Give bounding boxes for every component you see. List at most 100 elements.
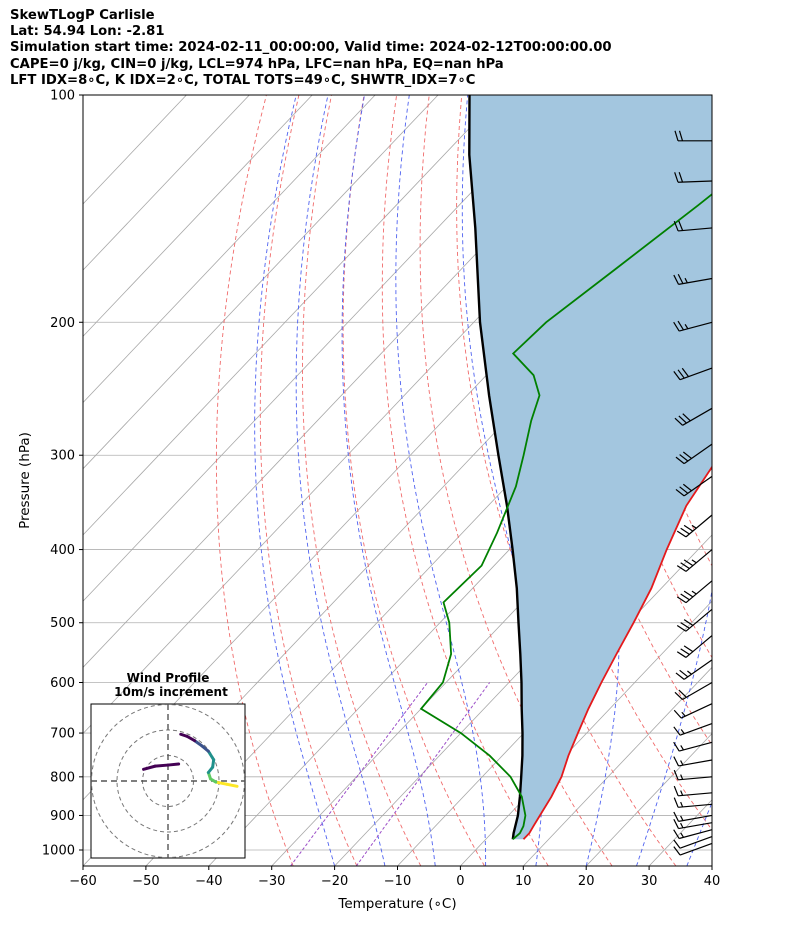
hodograph-title: Wind Profile: [127, 671, 210, 685]
isotherm-line: [397, 534, 712, 866]
dry-adiabat: [302, 95, 422, 866]
barb-staff: [679, 836, 713, 849]
hodograph-segment: [206, 749, 216, 762]
dewpoint-line: [419, 193, 712, 840]
y-tick-label: 400: [50, 543, 75, 558]
barb-feather: [683, 559, 694, 567]
barb-feather: [677, 320, 685, 331]
barb-feather: [673, 811, 680, 822]
wind-barb: [673, 818, 713, 830]
wind-barb: [673, 722, 713, 736]
moist-adiabat: [341, 95, 436, 866]
barb-half-feather: [680, 745, 685, 751]
x-tick-label: −50: [132, 874, 159, 889]
barb-staff: [683, 475, 713, 497]
barb-feather: [673, 797, 679, 808]
barb-feather: [679, 669, 689, 678]
chart-title: SkewTLogP Carlisle: [10, 8, 155, 23]
barb-half-feather: [680, 729, 685, 734]
axes: −60 −50 −40 −30 −20 −10 0 10 20 30 40 100 200 300 400 5…: [17, 89, 720, 913]
barb-feather: [683, 524, 694, 532]
y-axis-label: Pressure (hPa): [17, 432, 33, 529]
barb-feather: [674, 172, 679, 183]
barb-feather: [673, 846, 681, 856]
wind-barb: [673, 320, 713, 332]
barb-half-feather: [691, 590, 697, 595]
isotherm-line: [83, 95, 565, 602]
x-tick-label: 20: [578, 874, 595, 889]
y-tick-label: 500: [50, 616, 75, 631]
barb-staff: [683, 443, 713, 465]
barb-staff: [678, 803, 713, 808]
barb-feather: [674, 130, 679, 141]
barb-feather: [681, 367, 689, 378]
hodograph-segment: [179, 732, 189, 738]
barb-feather: [677, 369, 685, 379]
wind-barb: [676, 514, 713, 538]
y-tick-label: 600: [50, 676, 75, 691]
barb-feather: [679, 454, 689, 462]
moist-adiabat: [686, 801, 712, 866]
wind-barb: [676, 549, 713, 572]
x-tick-label: −10: [384, 874, 411, 889]
time-line: Simulation start time: 2024-02-11_00:00:…: [10, 40, 612, 56]
wind-barb: [673, 829, 713, 840]
mixing-ratio-line: [290, 682, 428, 866]
hodograph-segment: [193, 739, 204, 748]
barb-staff: [679, 367, 713, 381]
x-tick-label: −40: [195, 874, 222, 889]
barb-staff: [685, 635, 713, 658]
barb-feather: [673, 741, 680, 752]
barb-half-feather: [684, 323, 689, 330]
negative-area-fill: [469, 95, 712, 840]
wind-barb: [673, 811, 713, 822]
barb-staff: [678, 277, 713, 285]
barb-staff: [677, 180, 713, 183]
barb-feather: [678, 689, 687, 698]
dry-adiabat: [722, 95, 794, 866]
barb-staff: [685, 580, 713, 604]
barb-feather: [683, 645, 694, 653]
wind-barb: [673, 769, 713, 781]
isotherm-line: [711, 865, 712, 866]
barb-feather: [683, 590, 694, 598]
barb-feather: [676, 624, 687, 632]
barb-half-feather: [680, 774, 684, 780]
barb-half-feather: [687, 670, 692, 675]
x-tick-label: 30: [641, 874, 658, 889]
wind-barb: [673, 220, 713, 232]
isotherm-line: [460, 600, 712, 866]
barb-feather: [680, 562, 690, 570]
barb-half-feather: [680, 790, 684, 796]
hodograph-segment: [224, 782, 239, 788]
wind-barb: [674, 171, 713, 183]
barb-feather: [673, 756, 680, 767]
barb-feather: [673, 220, 679, 232]
y-tick-label: 800: [50, 770, 75, 785]
barb-feather: [673, 785, 679, 797]
barb-feather: [683, 619, 694, 626]
barb-feather: [678, 415, 687, 424]
mixing-ratio-line: [355, 682, 491, 866]
indices-line: LFT IDX=8∘C, K IDX=2∘C, TOTAL TOTS=49∘C,…: [10, 72, 476, 88]
x-tick-label: −20: [321, 874, 348, 889]
hodograph-segment: [166, 762, 181, 767]
barb-feather: [673, 371, 681, 381]
moist-adiabat: [254, 95, 336, 866]
barb-feather: [673, 769, 679, 781]
isotherm-line: [775, 95, 794, 866]
barb-staff: [679, 842, 713, 856]
temperature-line: [522, 465, 712, 840]
x-tick-label: 40: [704, 874, 721, 889]
barb-feather: [675, 488, 685, 497]
barb-feather: [673, 818, 680, 829]
barb-staff: [679, 829, 713, 840]
y-tick-label: 1000: [42, 844, 75, 859]
wind-barb: [676, 635, 713, 658]
barb-half-feather: [680, 760, 684, 766]
barb-feather: [678, 171, 684, 183]
y-tick-label: 900: [50, 809, 75, 824]
isotherm-line: [83, 95, 439, 470]
